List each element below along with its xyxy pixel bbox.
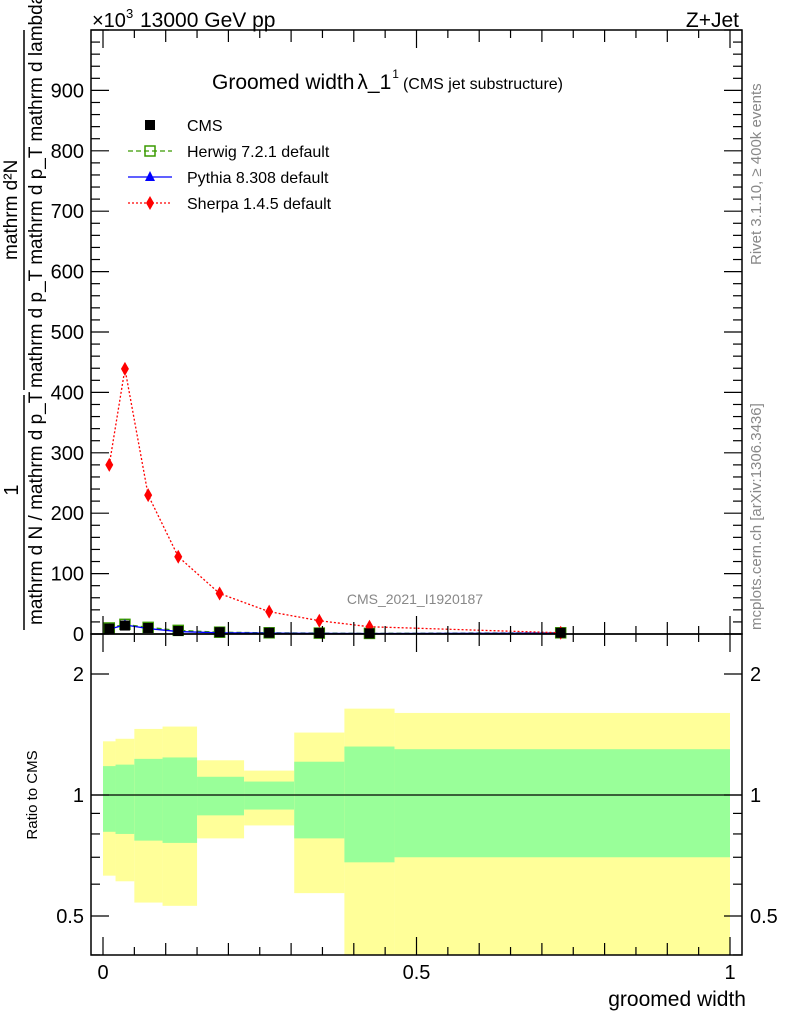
title-symbol: λ_1	[357, 71, 391, 94]
ylabel-prefix-den: mathrm d N / mathrm d p_T	[26, 391, 47, 625]
series-line	[108, 368, 561, 634]
data-point	[315, 613, 324, 628]
ratio-inner-band	[162, 757, 198, 843]
data-point	[174, 549, 183, 564]
y-tick-label: 800	[51, 141, 84, 163]
data-point	[215, 586, 224, 601]
ratio-y-tick-label-right: 0.5	[750, 906, 778, 928]
y-axis-label: 1 mathrm d N / mathrm d p_T mathrm d²N m…	[1, 0, 47, 630]
legend: CMS Herwig 7.2.1 default Pythia 8.308 defa…	[128, 118, 332, 213]
y-multiplier: ×103	[92, 6, 133, 32]
ratio-y-label: Ratio to CMS	[24, 750, 41, 839]
data-point	[144, 488, 153, 503]
y-tick-label: 300	[51, 443, 84, 465]
ratio-inner-band	[115, 764, 135, 834]
data-point	[143, 622, 154, 633]
side-label-mcplots: mcplots.cern.ch [arXiv:1306.3436]	[748, 403, 765, 630]
legend-marker-icon	[144, 145, 156, 157]
legend-label: Herwig 7.2.1 default	[187, 144, 330, 161]
legend-item: Herwig 7.2.1 default	[128, 144, 330, 161]
data-point	[105, 457, 114, 472]
ratio-inner-band	[134, 758, 163, 841]
ratio-y-tick-label-right: 2	[750, 664, 761, 686]
legend-marker-icon	[146, 196, 154, 210]
x-tick-label: 0.5	[403, 962, 431, 984]
title-text: Groomed width	[212, 71, 354, 94]
data-point	[120, 361, 129, 376]
ratio-inner-band	[294, 761, 345, 839]
ratio-inner-band	[197, 776, 245, 816]
data-point	[173, 625, 184, 636]
x-axis-label: groomed width	[608, 988, 746, 1011]
top-left-label: 13000 GeV pp	[140, 9, 275, 32]
x-tick-label: 0	[97, 962, 108, 984]
ratio-y-tick-label: 2	[73, 664, 84, 686]
y-tick-label: 900	[51, 80, 84, 102]
ratio-y-tick-label-right: 1	[750, 785, 761, 807]
y-multiplier-base: ×10	[92, 10, 126, 32]
plot-title: Groomed width λ_11 (CMS jet substructure)	[212, 67, 563, 94]
legend-item: CMS	[145, 118, 223, 135]
watermark: CMS_2021_I1920187	[347, 591, 483, 607]
data-point	[119, 620, 130, 631]
data-point	[264, 627, 275, 638]
title-suffix: (CMS jet substructure)	[403, 76, 563, 93]
data-point	[265, 604, 274, 619]
ratio-y-tick-label: 1	[73, 785, 84, 807]
y-tick-label: 100	[51, 564, 84, 586]
data-point	[104, 623, 115, 634]
ratio-inner-band	[344, 746, 395, 863]
legend-marker-icon	[145, 120, 155, 130]
legend-label: Sherpa 1.4.5 default	[187, 196, 332, 213]
ratio-inner-band	[103, 766, 116, 832]
legend-label: CMS	[187, 118, 223, 135]
y-tick-label: 200	[51, 503, 84, 525]
ylabel-num: mathrm d²N	[1, 160, 22, 260]
main-series	[103, 361, 567, 640]
data-point	[555, 627, 566, 638]
y-tick-label: 400	[51, 382, 84, 404]
x-tick-label: 1	[724, 962, 735, 984]
y-tick-label: 500	[51, 322, 84, 344]
top-right-label: Z+Jet	[686, 9, 739, 32]
data-point	[314, 628, 325, 639]
ylabel-prefix-num: 1	[1, 484, 23, 495]
ylabel-den: mathrm d p_T mathrm d p_T mathrm d lambd…	[26, 0, 47, 388]
axes: 0 100 200 300 400 500 600 700 800 900 0 0.5 1 0.5 0.5 1…	[51, 29, 778, 984]
data-point	[214, 627, 225, 638]
y-tick-label: 600	[51, 262, 84, 284]
ratio-y-tick-label: 0.5	[56, 906, 84, 928]
title-sup: 1	[392, 67, 399, 81]
series-sherpa	[105, 361, 565, 640]
y-tick-label: 0	[73, 624, 84, 646]
legend-item: Sherpa 1.4.5 default	[128, 196, 332, 213]
ratio-inner-band	[394, 749, 730, 858]
side-label-rivet: Rivet 3.1.10, ≥ 400k events	[748, 83, 765, 265]
y-tick-label: 700	[51, 201, 84, 223]
ratio-bands	[91, 708, 742, 955]
y-multiplier-exp: 3	[126, 6, 133, 21]
legend-marker-icon	[145, 171, 155, 181]
legend-item: Pythia 8.308 default	[128, 170, 329, 187]
legend-label: Pythia 8.308 default	[187, 170, 329, 187]
